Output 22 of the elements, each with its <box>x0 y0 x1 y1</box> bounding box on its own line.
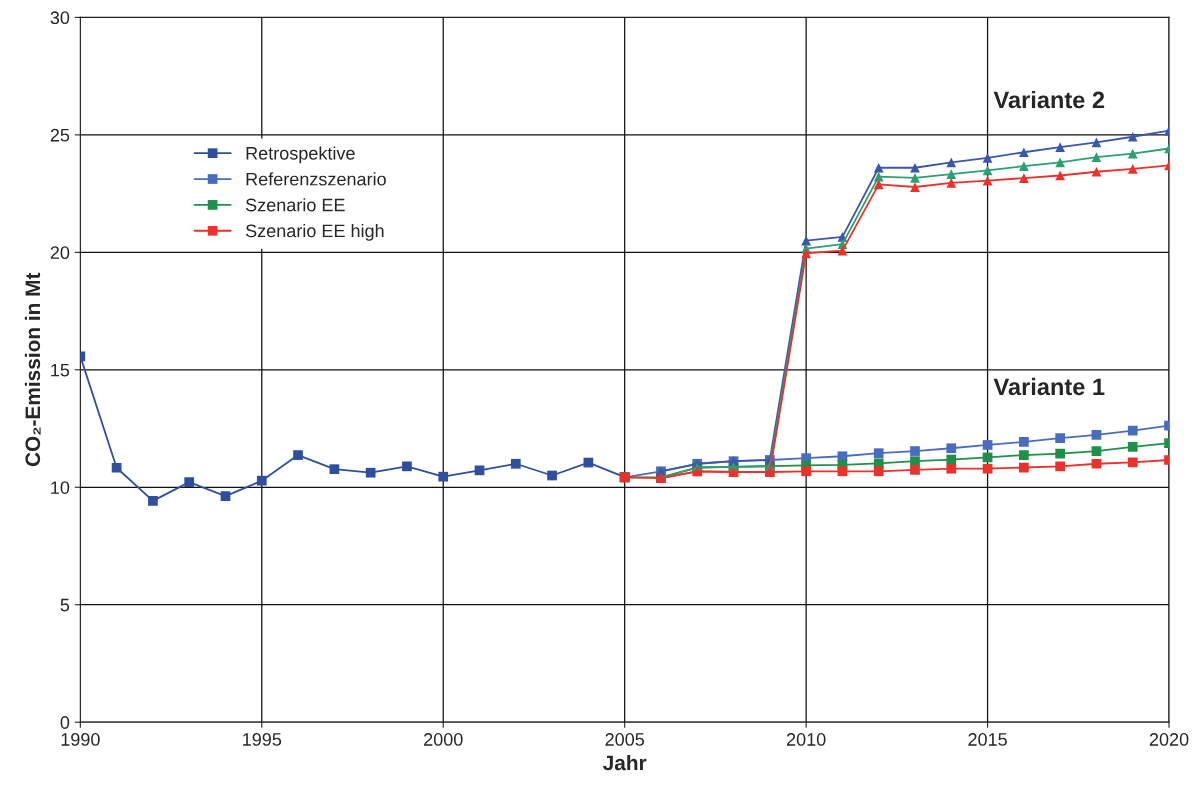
x-tick-label: 2020 <box>1149 733 1189 746</box>
y-tick-label: 5 <box>60 598 70 612</box>
legend-label: Szenario EE high <box>245 223 384 241</box>
y-tick-label: 25 <box>50 128 70 142</box>
annotation: Variante 1 <box>993 377 1105 396</box>
x-tick-label: 2000 <box>424 733 463 746</box>
y-tick-label: 0 <box>60 716 70 729</box>
y-tick-label: 10 <box>51 481 70 494</box>
x-tick-label: 2005 <box>605 733 645 746</box>
x-tick-label: 2010 <box>786 733 826 746</box>
legend-label: Szenario EE <box>245 198 345 212</box>
x-tick-label: 1995 <box>243 733 282 746</box>
x-tick-label: 2015 <box>968 733 1007 746</box>
x-tick-label: 1990 <box>61 733 100 746</box>
legend-label: Referenzszenario <box>246 172 386 186</box>
y-tick-label: 30 <box>50 11 70 25</box>
legend-label: Retrospektive <box>246 146 355 164</box>
y-tick-label: 15 <box>51 363 70 377</box>
y-tick-label: 20 <box>50 246 70 260</box>
annotation: Variante 2 <box>993 90 1105 109</box>
y-axis-title: CO₂-Emission in Mt <box>24 272 41 467</box>
x-axis-title: Jahr <box>602 754 647 771</box>
